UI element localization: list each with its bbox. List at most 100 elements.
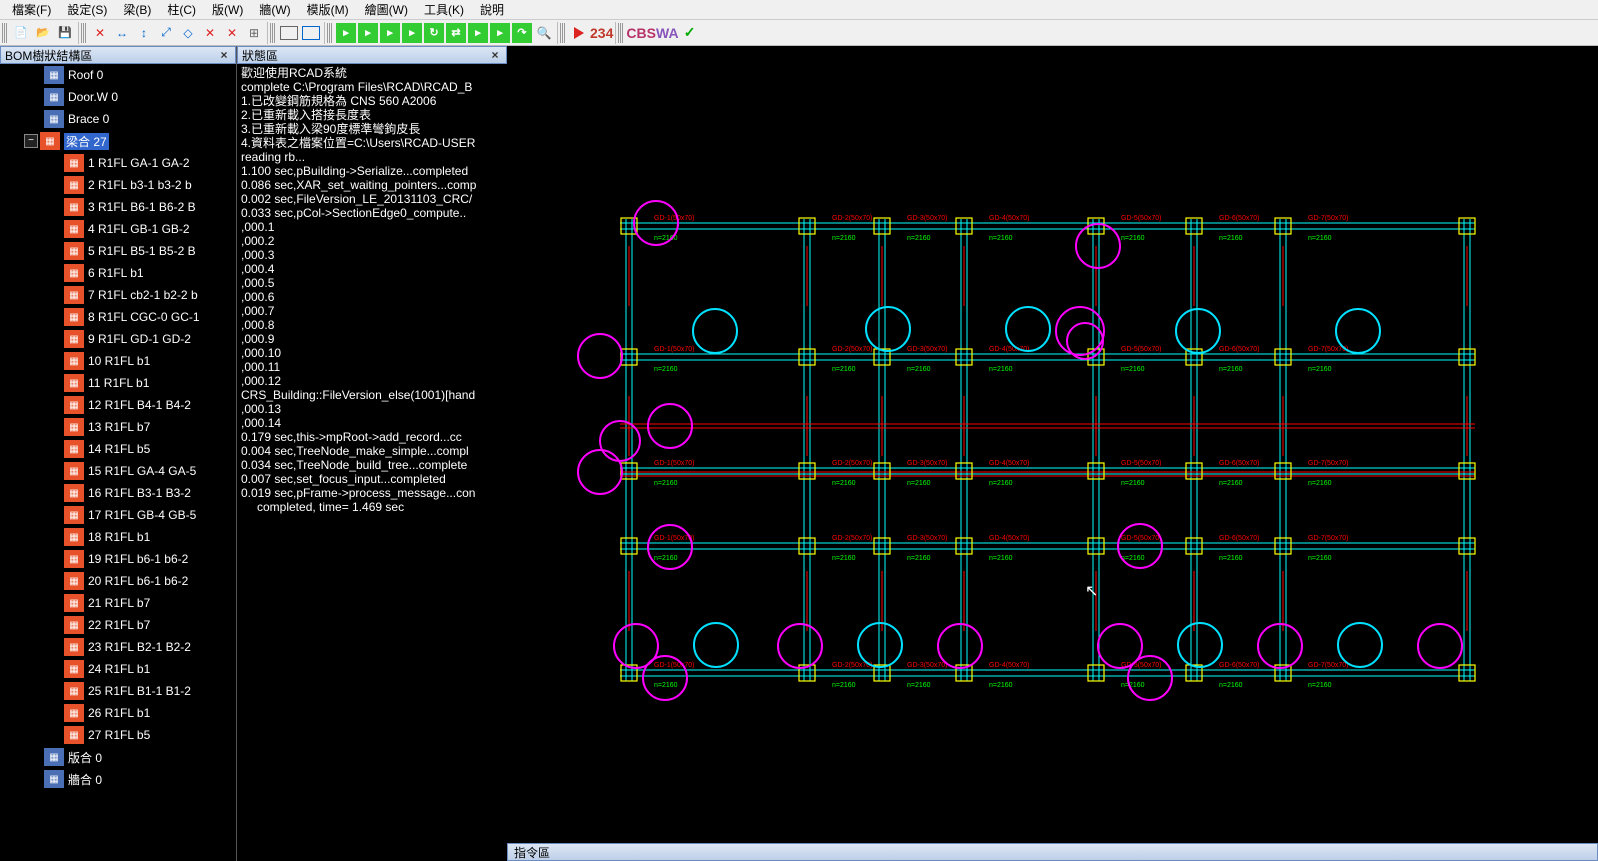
panel-header[interactable]: BOM樹狀結構區 ×	[0, 46, 236, 64]
tree-item[interactable]: ▦ 24 R1FL b1	[0, 658, 236, 680]
run-icon[interactable]: ⇄	[446, 23, 466, 43]
tool-icon[interactable]: ⤢	[156, 23, 176, 43]
tool-icon[interactable]: ✕	[90, 23, 110, 43]
bom-tree[interactable]: ▦ Roof 0 ▦ Door.W 0 ▦ Brace 0 − ▦ 梁合 27 …	[0, 64, 236, 861]
panel-header[interactable]: 狀態區 ×	[237, 46, 507, 64]
view-B[interactable]: B	[637, 25, 647, 41]
tree-item[interactable]: ▦ 13 R1FL b7	[0, 416, 236, 438]
svg-text:GD-1(50x70): GD-1(50x70)	[654, 215, 694, 222]
tree-item[interactable]: ▦ 3 R1FL B6-1 B6-2 B	[0, 196, 236, 218]
tool-icon[interactable]: ✕	[222, 23, 242, 43]
tool-icon[interactable]: ✕	[200, 23, 220, 43]
beam-icon: ▦	[64, 418, 84, 436]
play-icon[interactable]	[569, 23, 589, 43]
check-icon[interactable]: ✓	[680, 23, 700, 43]
close-icon[interactable]: ×	[488, 48, 502, 62]
run-icon[interactable]: ▸	[380, 23, 400, 43]
beam-icon: ▦	[44, 110, 64, 128]
tree-item[interactable]: ▦ 19 R1FL b6-1 b6-2	[0, 548, 236, 570]
tree-item[interactable]: ▦ 16 R1FL B3-1 B3-2	[0, 482, 236, 504]
tool-icon[interactable]: ⊞	[244, 23, 264, 43]
run-icon[interactable]: ▸	[358, 23, 378, 43]
shape-rect-icon[interactable]	[279, 23, 299, 43]
log-line: 歡迎使用RCAD系統	[241, 66, 503, 80]
tree-label: 13 R1FL b7	[88, 420, 150, 434]
tree-item[interactable]: ▦ 10 R1FL b1	[0, 350, 236, 372]
tree-item[interactable]: ▦ 4 R1FL GB-1 GB-2	[0, 218, 236, 240]
menu-item[interactable]: 檔案(F)	[4, 1, 59, 18]
svg-text:GD-7(50x70): GD-7(50x70)	[1308, 535, 1348, 542]
collapse-icon[interactable]: −	[24, 134, 38, 148]
svg-text:n=2160: n=2160	[832, 480, 856, 487]
tool-icon[interactable]: ◇	[178, 23, 198, 43]
beam-icon: ▦	[64, 308, 84, 326]
menu-item[interactable]: 梁(B)	[115, 1, 159, 18]
command-bar[interactable]: 指令區	[507, 843, 1598, 861]
tree-item[interactable]: ▦ 8 R1FL CGC-0 GC-1	[0, 306, 236, 328]
mode-4[interactable]: 4	[606, 25, 614, 41]
beam-icon: ▦	[64, 154, 84, 172]
tree-item[interactable]: ▦ Brace 0	[0, 108, 236, 130]
tree-item[interactable]: ▦ 23 R1FL B2-1 B2-2	[0, 636, 236, 658]
run-icon[interactable]: ▸	[490, 23, 510, 43]
mode-2[interactable]: 2	[590, 25, 598, 41]
menu-item[interactable]: 牆(W)	[251, 1, 298, 18]
tree-item[interactable]: ▦ 17 R1FL GB-4 GB-5	[0, 504, 236, 526]
menu-item[interactable]: 說明	[472, 1, 512, 18]
tree-item[interactable]: ▦ Door.W 0	[0, 86, 236, 108]
menu-item[interactable]: 版(W)	[204, 1, 251, 18]
menu-item[interactable]: 設定(S)	[59, 1, 115, 18]
tool-icon[interactable]: ↕	[134, 23, 154, 43]
tree-item[interactable]: ▦ 牆合 0	[0, 768, 236, 790]
log-line: 0.034 sec,TreeNode_build_tree...complete	[241, 458, 503, 472]
run-icon[interactable]: ↷	[512, 23, 532, 43]
tree-label: Roof 0	[68, 68, 103, 82]
tree-item[interactable]: ▦ 15 R1FL GA-4 GA-5	[0, 460, 236, 482]
run-icon[interactable]: ▸	[402, 23, 422, 43]
tree-item[interactable]: ▦ 21 R1FL b7	[0, 592, 236, 614]
mode-3[interactable]: 3	[598, 25, 606, 41]
tree-item[interactable]: ▦ 1 R1FL GA-1 GA-2	[0, 152, 236, 174]
menu-item[interactable]: 柱(C)	[159, 1, 204, 18]
view-A[interactable]: A	[668, 25, 678, 41]
run-icon[interactable]: ▸	[336, 23, 356, 43]
tree-item[interactable]: ▦ 20 R1FL b6-1 b6-2	[0, 570, 236, 592]
open-icon[interactable]: 📂	[33, 23, 53, 43]
tree-item[interactable]: ▦ 25 R1FL B1-1 B1-2	[0, 680, 236, 702]
tree-item[interactable]: ▦ 26 R1FL b1	[0, 702, 236, 724]
shape-rect-icon[interactable]	[301, 23, 321, 43]
save-icon[interactable]: 💾	[55, 23, 75, 43]
menu-item[interactable]: 繪圖(W)	[357, 1, 416, 18]
view-C[interactable]: C	[626, 25, 636, 41]
svg-text:n=2160: n=2160	[1121, 366, 1145, 373]
menu-item[interactable]: 工具(K)	[416, 1, 472, 18]
run-icon[interactable]: ▸	[468, 23, 488, 43]
tree-item[interactable]: ▦ 版合 0	[0, 746, 236, 768]
tree-item[interactable]: ▦ 11 R1FL b1	[0, 372, 236, 394]
menu-item[interactable]: 模版(M)	[299, 1, 357, 18]
view-W[interactable]: W	[656, 25, 668, 41]
tree-item[interactable]: ▦ 2 R1FL b3-1 b3-2 b	[0, 174, 236, 196]
tree-item[interactable]: ▦ 27 R1FL b5	[0, 724, 236, 746]
tree-label: 牆合 0	[68, 771, 102, 788]
view-S[interactable]: S	[647, 25, 656, 41]
close-icon[interactable]: ×	[217, 48, 231, 62]
new-file-icon[interactable]: 📄	[11, 23, 31, 43]
tree-item[interactable]: ▦ 7 R1FL cb2-1 b2-2 b	[0, 284, 236, 306]
tree-item-expanded[interactable]: − ▦ 梁合 27	[0, 130, 236, 152]
search-icon[interactable]: 🔍	[534, 23, 554, 43]
drawing-viewport[interactable]: GD-1(50x70)n=2160GD-1(50x70)n=2160GD-1(5…	[507, 46, 1598, 843]
tree-item[interactable]: ▦ 5 R1FL B5-1 B5-2 B	[0, 240, 236, 262]
tree-item[interactable]: ▦ 22 R1FL b7	[0, 614, 236, 636]
run-icon[interactable]: ↻	[424, 23, 444, 43]
tree-item[interactable]: ▦ 9 R1FL GD-1 GD-2	[0, 328, 236, 350]
tree-item[interactable]: ▦ Roof 0	[0, 64, 236, 86]
tree-item[interactable]: ▦ 14 R1FL b5	[0, 438, 236, 460]
tree-item[interactable]: ▦ 12 R1FL B4-1 B4-2	[0, 394, 236, 416]
svg-text:GD-7(50x70): GD-7(50x70)	[1308, 460, 1348, 467]
beam-icon: ▦	[64, 594, 84, 612]
tool-icon[interactable]: ↔	[112, 23, 132, 43]
tree-item[interactable]: ▦ 6 R1FL b1	[0, 262, 236, 284]
tree-item[interactable]: ▦ 18 R1FL b1	[0, 526, 236, 548]
beam-icon: ▦	[64, 682, 84, 700]
